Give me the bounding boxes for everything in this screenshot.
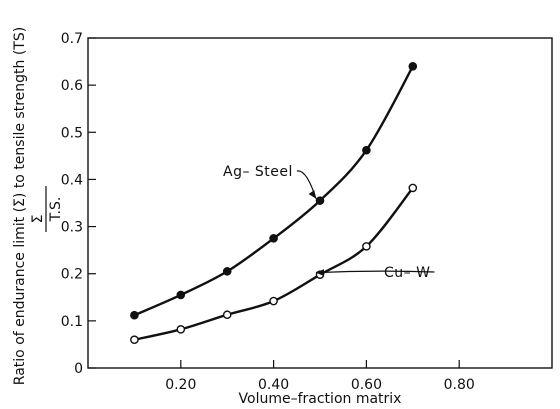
y-tick-label: 0.5 xyxy=(61,125,83,141)
annotation-arrow xyxy=(315,270,435,274)
data-point xyxy=(408,183,418,193)
y-tick-label: 0.1 xyxy=(61,314,83,330)
data-point xyxy=(362,145,371,155)
x-axis-ticks: 0.20 0.40 0.60 0.80 xyxy=(165,360,475,393)
data-point xyxy=(130,310,139,320)
y-axis-formula-denominator: T.S. xyxy=(48,197,64,223)
data-point xyxy=(176,325,186,334)
y-tick-label: 0.6 xyxy=(61,78,83,94)
data-point xyxy=(315,196,325,205)
data-point xyxy=(269,234,278,243)
data-point xyxy=(130,335,139,345)
y-tick-label: 0 xyxy=(74,361,83,377)
x-tick-label: 0.80 xyxy=(444,377,475,393)
y-axis-ticks: 0 0.1 0.2 0.3 0.4 0.5 0.6 0.7 xyxy=(61,31,96,377)
data-point xyxy=(408,61,418,71)
series-annotation-label: Ag– Steel xyxy=(223,164,293,180)
annotations: Ag– Steel Cu– W xyxy=(223,164,435,281)
data-point xyxy=(176,290,186,300)
x-tick-label: 0.40 xyxy=(258,377,289,393)
series-line xyxy=(134,187,414,341)
x-tick-label: 0.20 xyxy=(165,377,196,393)
series-annotation-label: Cu– W xyxy=(384,265,430,281)
y-tick-label: 0.7 xyxy=(61,31,83,47)
annotation-arrowhead xyxy=(308,190,316,199)
y-axis-label-group: Ratio of endurance limit (Σ) to tensile … xyxy=(12,27,64,385)
series-1 xyxy=(130,183,418,345)
annotation-arrowhead xyxy=(316,269,325,277)
x-axis-label: Volume–fraction matrix xyxy=(239,391,402,407)
y-axis-formula-numerator: Σ xyxy=(30,215,46,224)
series-0 xyxy=(130,61,418,320)
y-tick-label: 0.4 xyxy=(61,172,83,188)
data-point xyxy=(362,242,371,251)
data-point xyxy=(269,296,278,306)
plot-frame xyxy=(87,37,553,369)
series-layer xyxy=(130,61,418,345)
series-line xyxy=(133,65,414,317)
data-point xyxy=(222,267,232,276)
y-axis-label: Ratio of endurance limit (Σ) to tensile … xyxy=(12,27,28,385)
y-tick-label: 0.2 xyxy=(61,267,83,283)
x-tick-label: 0.60 xyxy=(351,377,382,393)
data-point xyxy=(222,310,232,320)
y-tick-label: 0.3 xyxy=(61,220,83,236)
